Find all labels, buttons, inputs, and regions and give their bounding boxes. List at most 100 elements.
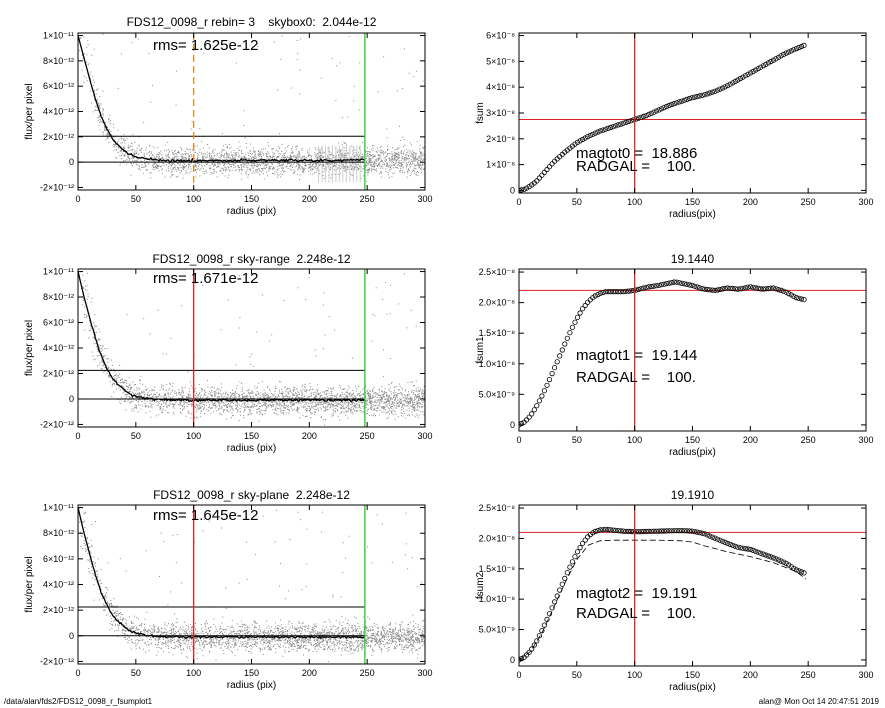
pixel-point (120, 162, 122, 164)
pixel-point (374, 409, 376, 411)
pixel-point (110, 359, 112, 361)
pixel-point (394, 149, 396, 151)
pixel-point (290, 156, 292, 158)
pixel-point (403, 172, 405, 174)
pixel-point (375, 159, 377, 161)
pixel-point (241, 168, 242, 170)
pixel-point (191, 402, 193, 404)
pixel-point (261, 406, 263, 408)
pixel-point (251, 392, 253, 394)
pixel-point (128, 157, 130, 159)
pixel-point (251, 401, 253, 403)
pixel-point (117, 377, 119, 378)
pixel-point (299, 179, 300, 180)
pixel-point (372, 313, 374, 315)
pixel-point (251, 167, 253, 169)
pixel-point (161, 172, 163, 174)
pixel-point (287, 405, 288, 407)
pixel-point (416, 415, 418, 417)
pixel-point (247, 406, 249, 408)
pixel-point (251, 172, 253, 174)
pixel-point (402, 397, 404, 399)
pixel-point (377, 91, 379, 93)
pixel-point (342, 404, 344, 406)
pixel-point (168, 163, 170, 164)
pixel-point (133, 153, 135, 155)
pixel-point (351, 145, 353, 147)
pixel-point (115, 388, 117, 390)
pixel-point (218, 409, 219, 411)
pixel-point (107, 368, 109, 370)
pixel-point (154, 147, 156, 149)
pixel-point (158, 165, 160, 166)
pixel-point (156, 168, 158, 169)
pixel-point (423, 157, 425, 159)
pixel-point (280, 409, 282, 411)
pixel-point (207, 401, 209, 403)
pixel-point (419, 165, 421, 167)
pixel-point (254, 150, 256, 152)
pixel-point (188, 404, 190, 406)
pixel-point (211, 158, 213, 160)
pixel-point (369, 151, 371, 153)
pixel-point (231, 412, 233, 414)
pixel-point (401, 170, 403, 171)
pixel-point (125, 409, 127, 411)
pixel-point (374, 159, 376, 161)
pixel-point (221, 396, 223, 398)
pixel-point (137, 153, 139, 155)
pixel-point (361, 399, 363, 401)
pixel-point (177, 156, 179, 158)
pixel-point (325, 169, 327, 171)
pixel-point (395, 401, 397, 403)
pixel-point (405, 166, 407, 167)
pixel-point (354, 85, 356, 87)
pixel-point (151, 400, 153, 402)
pixel-point (240, 414, 242, 416)
pixel-point (246, 395, 248, 397)
pixel-point (360, 401, 362, 403)
pixel-point (244, 157, 246, 159)
pixel-point (384, 391, 386, 393)
pixel-point (379, 157, 381, 159)
pixel-point (246, 168, 248, 170)
pixel-point (368, 415, 370, 416)
pixel-point (204, 160, 205, 162)
pixel-point (341, 401, 343, 403)
pixel-point (292, 395, 294, 396)
pixel-point (79, 37, 81, 39)
pixel-point (289, 401, 291, 403)
pixel-point (147, 158, 149, 160)
pixel-point (127, 389, 129, 391)
pixel-point (277, 173, 278, 175)
pixel-point (340, 152, 342, 154)
pixel-point (253, 397, 255, 399)
pixel-point (244, 409, 245, 410)
pixel-point (310, 417, 312, 419)
pixel-point (250, 363, 252, 365)
pixel-point (123, 155, 125, 156)
pixel-point (265, 164, 267, 166)
pixel-point (332, 157, 334, 159)
pixel-point (215, 164, 217, 165)
pixel-point (355, 403, 357, 405)
pixel-point (210, 407, 212, 409)
pixel-point (102, 365, 104, 367)
pixel-point (275, 403, 277, 405)
pixel-point (233, 158, 235, 160)
pixel-point (361, 400, 363, 402)
pixel-point (358, 158, 360, 160)
pixel-point (350, 168, 352, 170)
pixel-point (413, 167, 415, 169)
pixel-point (417, 174, 419, 176)
pixel-point (358, 152, 360, 154)
pixel-point (99, 106, 100, 107)
pixel-point (341, 394, 343, 395)
pixel-point (209, 168, 211, 170)
pixel-point (219, 163, 221, 165)
pixel-point (238, 327, 240, 329)
pixel-point (377, 394, 379, 396)
pixel-point (377, 399, 379, 401)
pixel-point (407, 170, 409, 172)
pixel-point (322, 171, 324, 173)
